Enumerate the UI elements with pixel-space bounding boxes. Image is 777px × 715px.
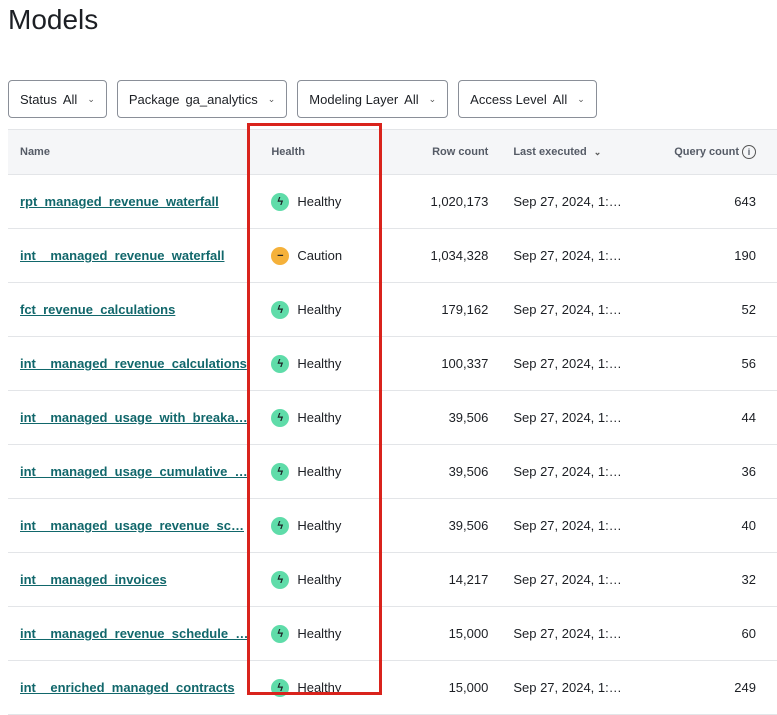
table-row[interactable]: int__managed_revenue_waterfall − Caution … <box>8 228 777 283</box>
chevron-down-icon: ⌄ <box>87 93 95 104</box>
caution-minus-icon: − <box>271 246 290 265</box>
table-row[interactable]: int__managed_usage_with_breaka… ϟ Healthy… <box>8 390 777 445</box>
filter-value: All <box>62 91 78 107</box>
row-count: 15,000 <box>382 660 490 715</box>
query-count: 40 <box>664 498 777 553</box>
model-link[interactable]: int__managed_revenue_waterfall <box>20 248 225 263</box>
query-count: 56 <box>664 336 777 391</box>
sort-chevron-icon[interactable]: ⌄ <box>593 147 602 157</box>
table-row[interactable]: int__enriched_managed_contracts ϟ Healthy… <box>8 660 777 715</box>
health-status: Healthy <box>297 680 342 695</box>
healthy-pulse-icon: ϟ <box>271 624 290 643</box>
page-title: Models <box>8 4 99 35</box>
info-icon[interactable]: i <box>742 145 756 159</box>
last-executed: Sep 27, 2024, 1:… <box>489 660 665 715</box>
table-row[interactable]: rpt_managed_revenue_waterfall ϟ Healthy 1… <box>8 174 777 229</box>
chevron-down-icon: ⌄ <box>577 93 585 104</box>
last-executed: Sep 27, 2024, 1:… <box>489 228 665 283</box>
column-row-count[interactable]: Row count <box>382 129 490 175</box>
row-count: 14,217 <box>382 552 490 607</box>
chevron-down-icon: ⌄ <box>428 93 437 104</box>
filter-bar: Status All ⌄ Package ga_analytics ⌄ Modeling L… <box>8 80 597 118</box>
health-status: Healthy <box>297 464 342 479</box>
query-count: 643 <box>664 174 777 229</box>
table-row[interactable]: int__managed_usage_cumulative_… ϟ Healthy… <box>8 444 777 499</box>
row-count: 179,162 <box>382 282 490 337</box>
health-status: Healthy <box>297 356 342 371</box>
query-count: 60 <box>664 606 777 661</box>
last-executed: Sep 27, 2024, 1:… <box>489 174 665 229</box>
health-status: Healthy <box>297 626 342 641</box>
healthy-pulse-icon: ϟ <box>271 192 290 211</box>
column-query-count[interactable]: Query count i <box>664 129 777 175</box>
filter-label: Access Level <box>470 91 547 107</box>
model-link[interactable]: rpt_managed_revenue_waterfall <box>20 194 219 209</box>
table-row[interactable]: int__managed_usage_revenue_sc… ϟ Healthy … <box>8 498 777 553</box>
query-count: 32 <box>664 552 777 607</box>
last-executed: Sep 27, 2024, 1:… <box>489 390 665 445</box>
model-link[interactable]: int__managed_usage_revenue_sc… <box>20 518 244 533</box>
filter-access-level[interactable]: Access Level All ⌄ <box>458 80 597 118</box>
model-link[interactable]: int__enriched_managed_contracts <box>20 680 235 695</box>
model-link[interactable]: fct_revenue_calculations <box>20 302 176 317</box>
table-row[interactable]: int__managed_revenue_schedule_… ϟ Healthy… <box>8 606 777 661</box>
row-count: 1,020,173 <box>382 174 490 229</box>
healthy-pulse-icon: ϟ <box>271 408 290 427</box>
query-count: 36 <box>664 444 777 499</box>
last-executed: Sep 27, 2024, 1:… <box>489 552 665 607</box>
query-count-label: Query count <box>674 146 739 158</box>
table-header: Name Health Row count Last executed ⌄ Qu… <box>8 129 777 175</box>
row-count: 1,034,328 <box>382 228 490 283</box>
filter-modeling-layer[interactable]: Modeling Layer All ⌄ <box>297 80 449 118</box>
query-count: 249 <box>664 660 777 715</box>
model-link[interactable]: int__managed_revenue_calculations <box>20 356 247 371</box>
models-table: Name Health Row count Last executed ⌄ Qu… <box>8 129 777 715</box>
filter-value: All <box>552 91 568 107</box>
table-row[interactable]: fct_revenue_calculations ϟ Healthy 179,16… <box>8 282 777 337</box>
health-status: Healthy <box>297 518 342 533</box>
query-count: 52 <box>664 282 777 337</box>
health-status: Healthy <box>297 194 342 209</box>
query-count: 44 <box>664 390 777 445</box>
row-count: 39,506 <box>382 498 490 553</box>
row-count: 100,337 <box>382 336 490 391</box>
table-row[interactable]: int__managed_invoices ϟ Healthy 14,217 Se… <box>8 552 777 607</box>
row-count: 15,000 <box>382 606 490 661</box>
filter-value: All <box>404 91 419 107</box>
column-name[interactable]: Name <box>8 129 250 175</box>
filter-label: Package <box>128 91 180 107</box>
column-health[interactable]: Health <box>249 129 383 175</box>
filter-label: Status <box>20 91 57 107</box>
model-link[interactable]: int__managed_revenue_schedule_… <box>20 626 249 641</box>
health-column-highlight <box>247 123 382 695</box>
health-status: Healthy <box>297 302 342 317</box>
health-status: Healthy <box>297 572 342 587</box>
last-executed-label: Last executed <box>513 146 587 158</box>
table-row[interactable]: int__managed_revenue_calculations ϟ Healt… <box>8 336 777 391</box>
healthy-pulse-icon: ϟ <box>271 462 290 481</box>
health-status: Healthy <box>297 410 342 425</box>
health-status: Caution <box>297 248 343 263</box>
filter-value: ga_analytics <box>185 91 258 107</box>
last-executed: Sep 27, 2024, 1:… <box>489 606 665 661</box>
filter-label: Modeling Layer <box>309 91 399 107</box>
healthy-pulse-icon: ϟ <box>271 300 290 319</box>
healthy-pulse-icon: ϟ <box>271 570 290 589</box>
model-link[interactable]: int__managed_usage_cumulative_… <box>20 464 248 479</box>
chevron-down-icon: ⌄ <box>267 93 276 104</box>
last-executed: Sep 27, 2024, 1:… <box>489 498 665 553</box>
last-executed: Sep 27, 2024, 1:… <box>489 336 665 391</box>
filter-package[interactable]: Package ga_analytics ⌄ <box>116 80 288 118</box>
last-executed: Sep 27, 2024, 1:… <box>489 282 665 337</box>
last-executed: Sep 27, 2024, 1:… <box>489 444 665 499</box>
column-last-executed[interactable]: Last executed ⌄ <box>489 129 665 175</box>
row-count: 39,506 <box>382 444 490 499</box>
query-count: 190 <box>664 228 777 283</box>
filter-status[interactable]: Status All ⌄ <box>8 80 107 118</box>
model-link[interactable]: int__managed_usage_with_breaka… <box>20 410 248 425</box>
healthy-pulse-icon: ϟ <box>271 516 290 535</box>
model-link[interactable]: int__managed_invoices <box>20 572 167 587</box>
row-count: 39,506 <box>382 390 490 445</box>
healthy-pulse-icon: ϟ <box>271 354 290 373</box>
